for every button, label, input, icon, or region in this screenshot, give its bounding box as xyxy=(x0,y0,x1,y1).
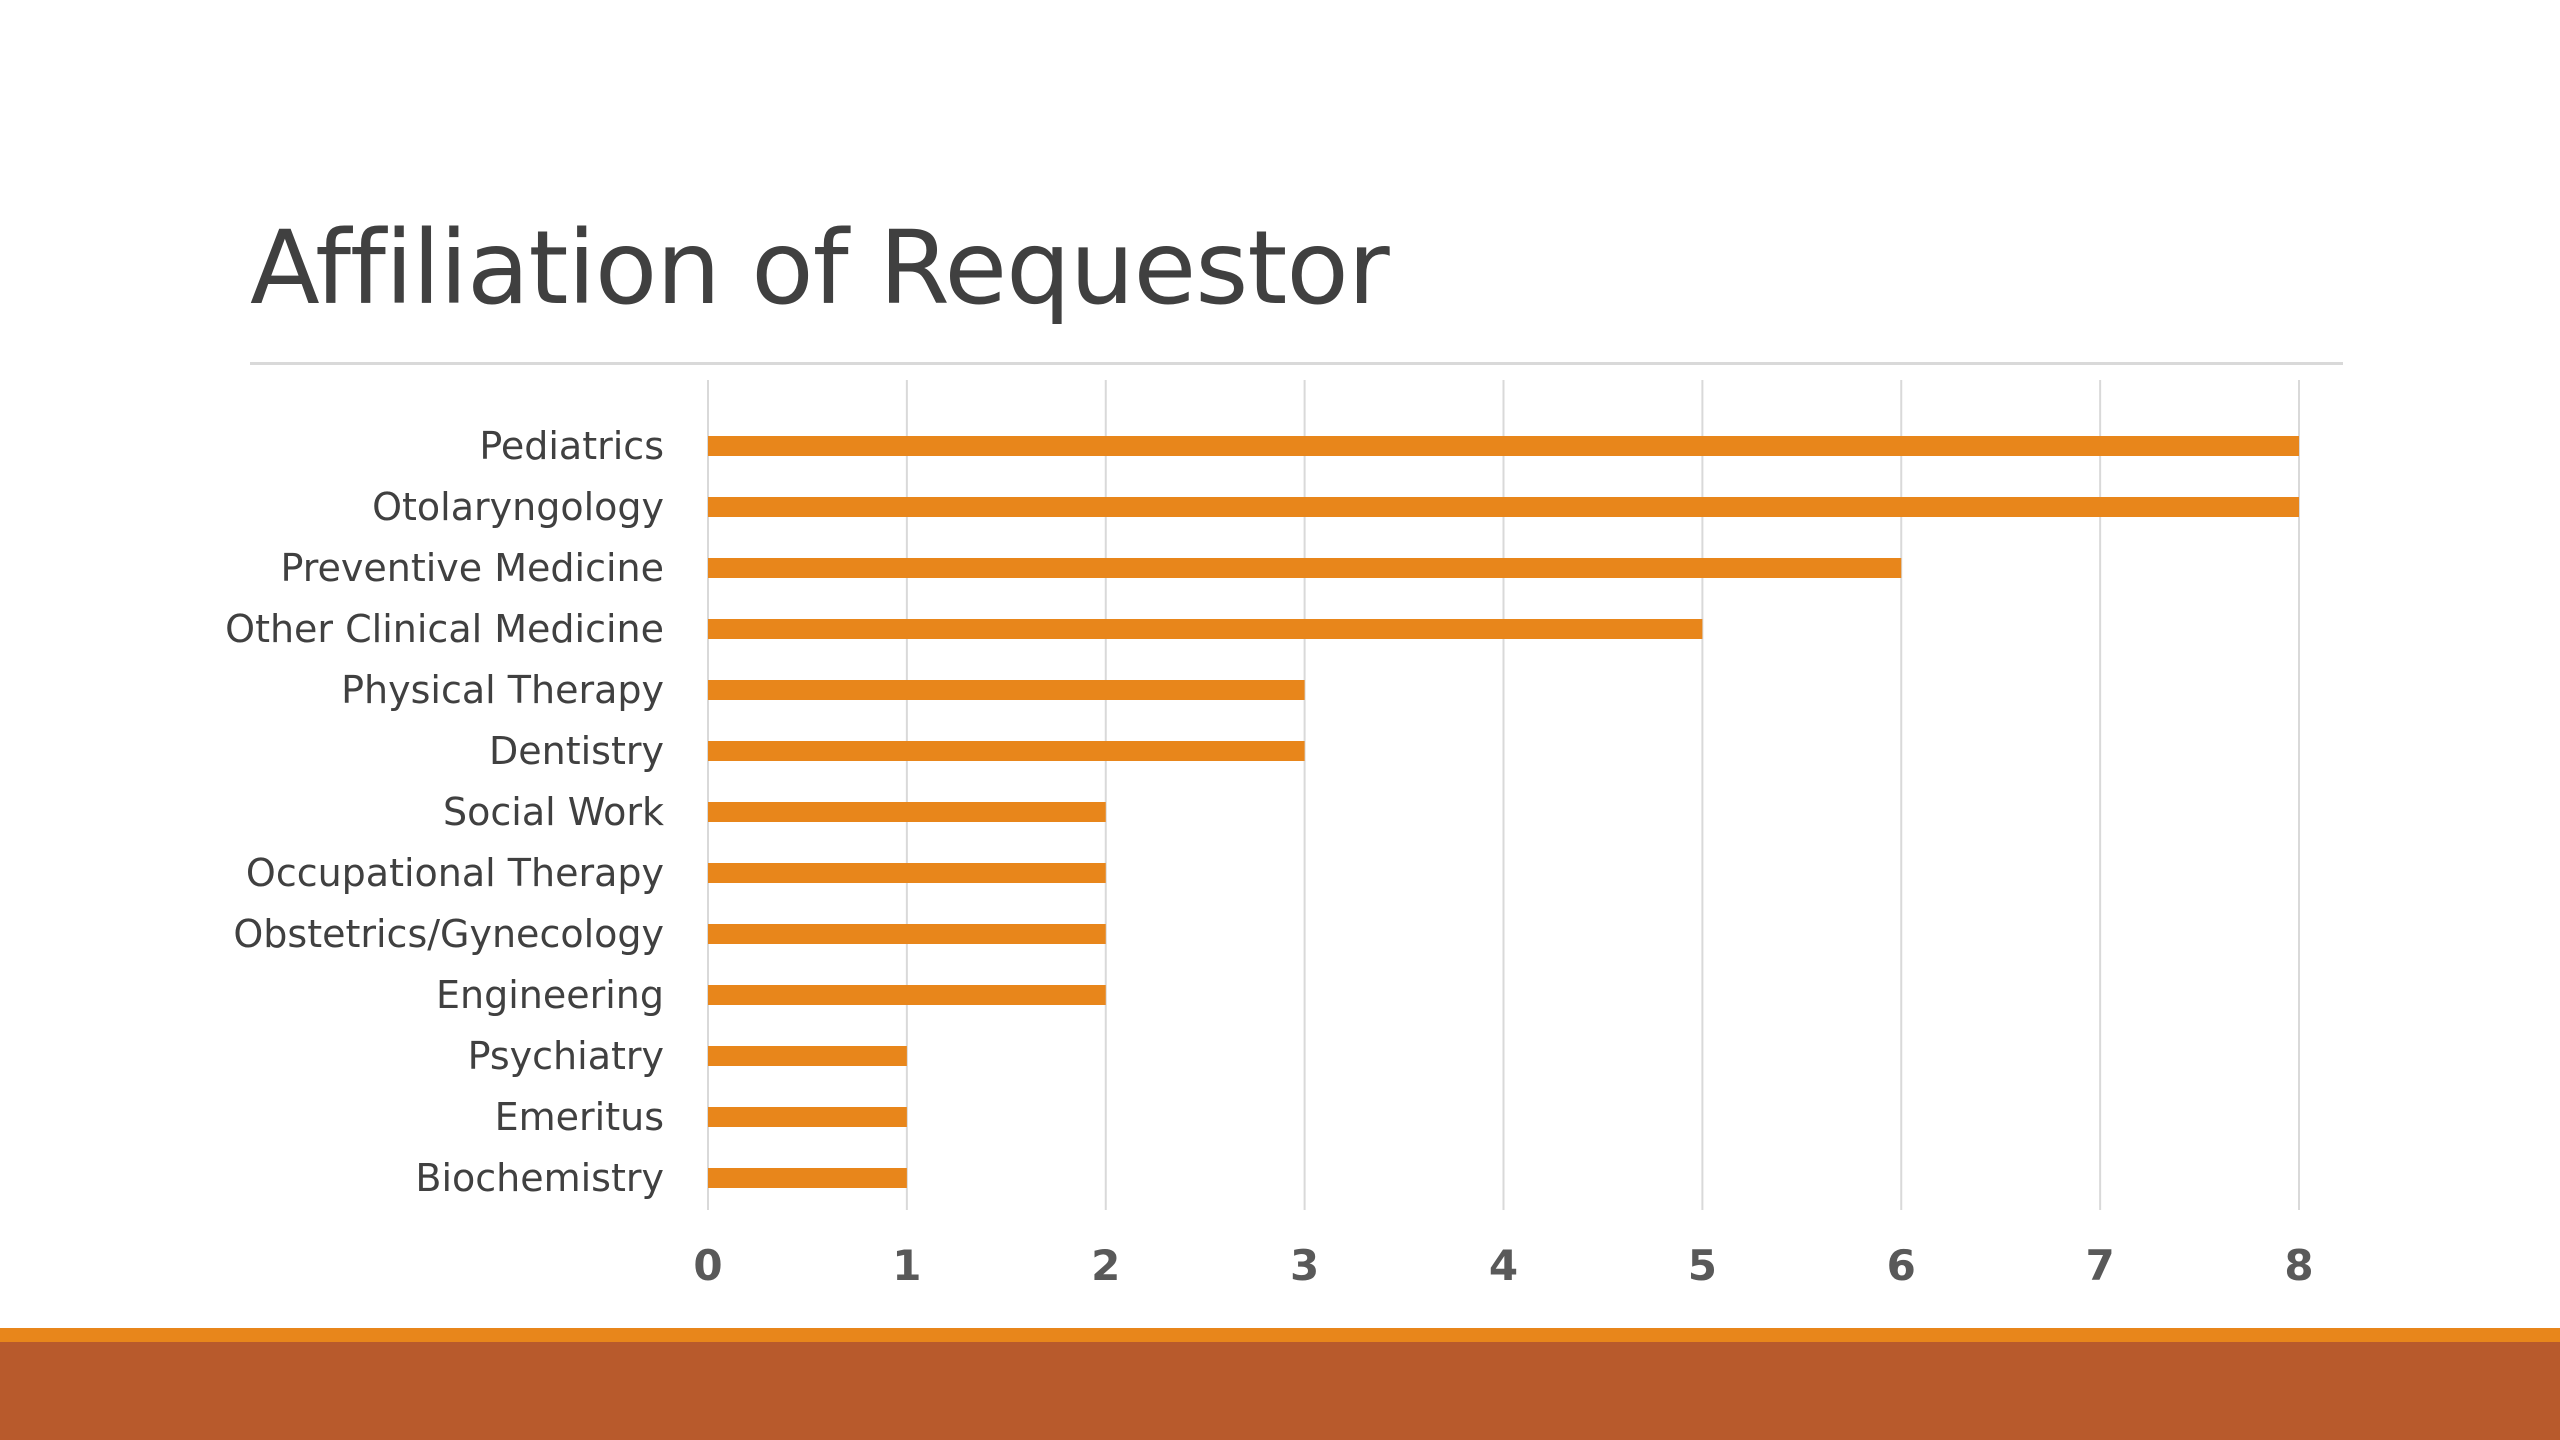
bar xyxy=(708,1046,907,1066)
footer-accent-stripe xyxy=(0,1328,2560,1342)
bar xyxy=(708,802,1106,822)
x-tick-label: 2 xyxy=(1091,1241,1120,1290)
category-label: Biochemistry xyxy=(415,1156,664,1200)
bar xyxy=(708,680,1305,700)
x-tick-label: 7 xyxy=(2086,1241,2115,1290)
bar xyxy=(708,497,2299,517)
bar xyxy=(708,863,1106,883)
x-tick-label: 4 xyxy=(1489,1241,1518,1290)
category-label: Engineering xyxy=(436,973,664,1017)
bar xyxy=(708,558,1902,578)
bar xyxy=(708,741,1305,761)
category-label: Psychiatry xyxy=(468,1034,664,1078)
bar xyxy=(708,619,1703,639)
category-label: Occupational Therapy xyxy=(246,851,664,895)
bar xyxy=(708,985,1106,1005)
bar-chart: Pediatrics Otolaryngology Preventive Medic… xyxy=(225,380,2314,1290)
bar xyxy=(708,1107,907,1127)
x-tick-label: 0 xyxy=(693,1241,722,1290)
category-label: Preventive Medicine xyxy=(280,546,664,590)
bar xyxy=(708,1168,907,1188)
x-tick-label: 3 xyxy=(1290,1241,1319,1290)
x-tick-label: 5 xyxy=(1688,1241,1717,1290)
x-tick-label: 8 xyxy=(2284,1241,2313,1290)
x-tick-label: 1 xyxy=(892,1241,921,1290)
category-label: Emeritus xyxy=(495,1095,664,1139)
category-label: Other Clinical Medicine xyxy=(225,607,664,651)
bars xyxy=(708,436,2299,1188)
category-label: Physical Therapy xyxy=(341,668,664,712)
x-tick-labels: 0 1 2 3 4 5 6 7 8 xyxy=(693,1241,2313,1290)
gridlines xyxy=(707,380,2300,1210)
title-divider xyxy=(250,362,2343,365)
bar xyxy=(708,436,2299,456)
category-label: Social Work xyxy=(443,790,664,834)
slide-title: Affiliation of Requestor xyxy=(250,209,1390,328)
footer-band xyxy=(0,1342,2560,1440)
bar xyxy=(708,924,1106,944)
category-label: Pediatrics xyxy=(479,424,664,468)
x-tick-label: 6 xyxy=(1887,1241,1916,1290)
category-label: Otolaryngology xyxy=(372,485,664,529)
category-labels: Pediatrics Otolaryngology Preventive Medic… xyxy=(225,424,664,1200)
category-label: Obstetrics/Gynecology xyxy=(233,912,664,956)
category-label: Dentistry xyxy=(489,729,664,773)
